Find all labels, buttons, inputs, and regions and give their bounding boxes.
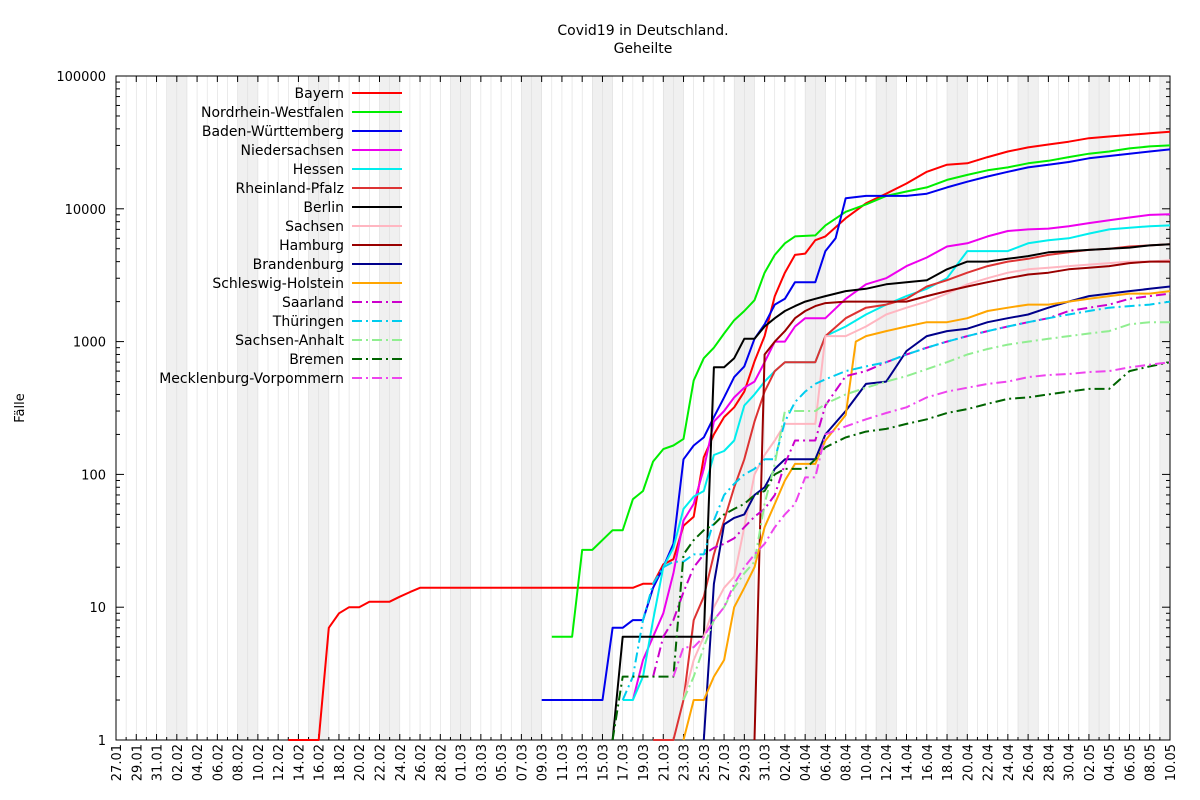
x-tick-label: 11.03 [556, 744, 571, 781]
x-tick-label: 24.04 [1002, 744, 1017, 781]
x-tick-label: 25.03 [698, 744, 713, 781]
axis-layer: 1 10 100 1000 10000 100000 27.01 29.01 31.01 02.0… [56, 70, 1179, 781]
legend-label: Baden-Württemberg [202, 124, 344, 140]
chart-subtitle: Geheilte [614, 41, 673, 57]
x-tick-label: 03.03 [475, 744, 490, 781]
grid-layer [125, 76, 1161, 740]
x-tick-label: 04.02 [191, 744, 206, 781]
x-tick-label: 05.03 [495, 744, 510, 781]
x-tick-label: 13.03 [576, 744, 591, 781]
x-tick-label: 28.04 [1042, 744, 1057, 781]
y-tick-label: 1 [98, 734, 106, 749]
x-tick-label: 10.05 [1164, 744, 1179, 781]
y-tick-label: 1000 [73, 336, 106, 351]
x-tick-label: 16.04 [921, 744, 936, 781]
x-tick-label: 26.02 [414, 744, 429, 781]
x-tick-label: 04.04 [799, 744, 814, 781]
y-tick-label: 10000 [65, 203, 106, 218]
legend-label: Brandenburg [253, 257, 344, 273]
x-tick-label: 02.05 [1083, 744, 1098, 781]
x-tick-label: 08.05 [1144, 744, 1159, 781]
series-line [682, 321, 1170, 701]
x-tick-label: 14.04 [901, 744, 916, 781]
legend-label: Nordrhein-Westfalen [201, 105, 344, 121]
legend: Bayern Nordrhein-Westfalen Baden-Württembe… [159, 86, 402, 387]
x-tick-label: 20.02 [353, 744, 368, 781]
x-tick-label: 24.02 [394, 744, 409, 781]
legend-label: Sachsen [285, 219, 344, 235]
x-tick-label: 12.02 [272, 744, 287, 781]
legend-label: Hessen [293, 162, 344, 178]
series-line [541, 148, 1171, 701]
chart-title: Covid19 in Deutschland. [557, 23, 728, 39]
legend-label: Rheinland-Pfalz [236, 181, 344, 197]
x-tick-label: 27.03 [718, 744, 733, 781]
x-tick-label: 06.05 [1123, 744, 1138, 781]
legend-label: Hamburg [279, 238, 344, 254]
x-tick-label: 06.02 [211, 744, 226, 781]
x-tick-label: 04.05 [1103, 744, 1118, 781]
x-tick-label: 22.02 [374, 744, 389, 781]
series-line [631, 213, 1171, 701]
legend-label: Niedersachsen [241, 143, 344, 159]
x-tick-label: 08.02 [232, 744, 247, 781]
legend-label: Schleswig-Holstein [212, 276, 344, 292]
x-tick-label: 02.02 [171, 744, 186, 781]
x-tick-label: 09.03 [536, 744, 551, 781]
series-line [621, 300, 1171, 701]
x-tick-label: 28.02 [434, 744, 449, 781]
x-tick-label: 29.03 [738, 744, 753, 781]
series-line [672, 361, 1171, 677]
legend-label: Berlin [303, 200, 344, 216]
x-tick-label: 01.03 [455, 744, 470, 781]
series-line [753, 260, 1170, 741]
legend-label: Bayern [295, 86, 344, 102]
x-tick-label: 29.01 [130, 744, 145, 781]
legend-label: Mecklenburg-Vorpommern [159, 371, 344, 387]
x-tick-label: 18.02 [333, 744, 348, 781]
x-tick-label: 10.02 [252, 744, 267, 781]
x-tick-label: 10.04 [860, 744, 875, 781]
x-tick-label: 20.04 [961, 744, 976, 781]
x-tick-label: 17.03 [617, 744, 632, 781]
legend-label: Saarland [282, 295, 344, 311]
series-line [551, 144, 1171, 638]
x-tick-label: 21.03 [657, 744, 672, 781]
x-tick-label: 14.02 [292, 744, 307, 781]
x-tick-label: 08.04 [840, 744, 855, 781]
x-tick-label: 27.01 [110, 744, 125, 781]
legend-label: Thüringen [272, 314, 344, 330]
x-tick-label: 16.02 [313, 744, 328, 781]
x-tick-label: 26.04 [1022, 744, 1037, 781]
x-tick-label: 31.03 [759, 744, 774, 781]
series-line [682, 259, 1171, 701]
legend-label: Sachsen-Anhalt [235, 333, 344, 349]
series-layer [288, 130, 1171, 741]
weekend-band [1159, 76, 1170, 740]
x-tick-label: 23.03 [678, 744, 693, 781]
x-tick-label: 22.04 [982, 744, 997, 781]
x-tick-label: 15.03 [596, 744, 611, 781]
series-line [682, 290, 1171, 741]
x-tick-label: 31.01 [151, 744, 166, 781]
series-line [288, 130, 1171, 741]
x-tick-label: 19.03 [637, 744, 652, 781]
y-axis-label: Fälle [13, 393, 28, 422]
x-tick-label: 18.04 [941, 744, 956, 781]
x-tick-label: 07.03 [515, 744, 530, 781]
series-line [652, 292, 1171, 677]
x-tick-label: 30.04 [1063, 744, 1078, 781]
y-tick-label: 100 [81, 468, 106, 483]
y-tick-label: 100000 [56, 70, 106, 85]
x-tick-label: 06.04 [819, 744, 834, 781]
series-line [611, 361, 1171, 741]
x-tick-label: 02.04 [779, 744, 794, 781]
legend-label: Bremen [289, 352, 344, 368]
y-tick-label: 10 [89, 601, 106, 616]
x-tick-label: 12.04 [880, 744, 895, 781]
